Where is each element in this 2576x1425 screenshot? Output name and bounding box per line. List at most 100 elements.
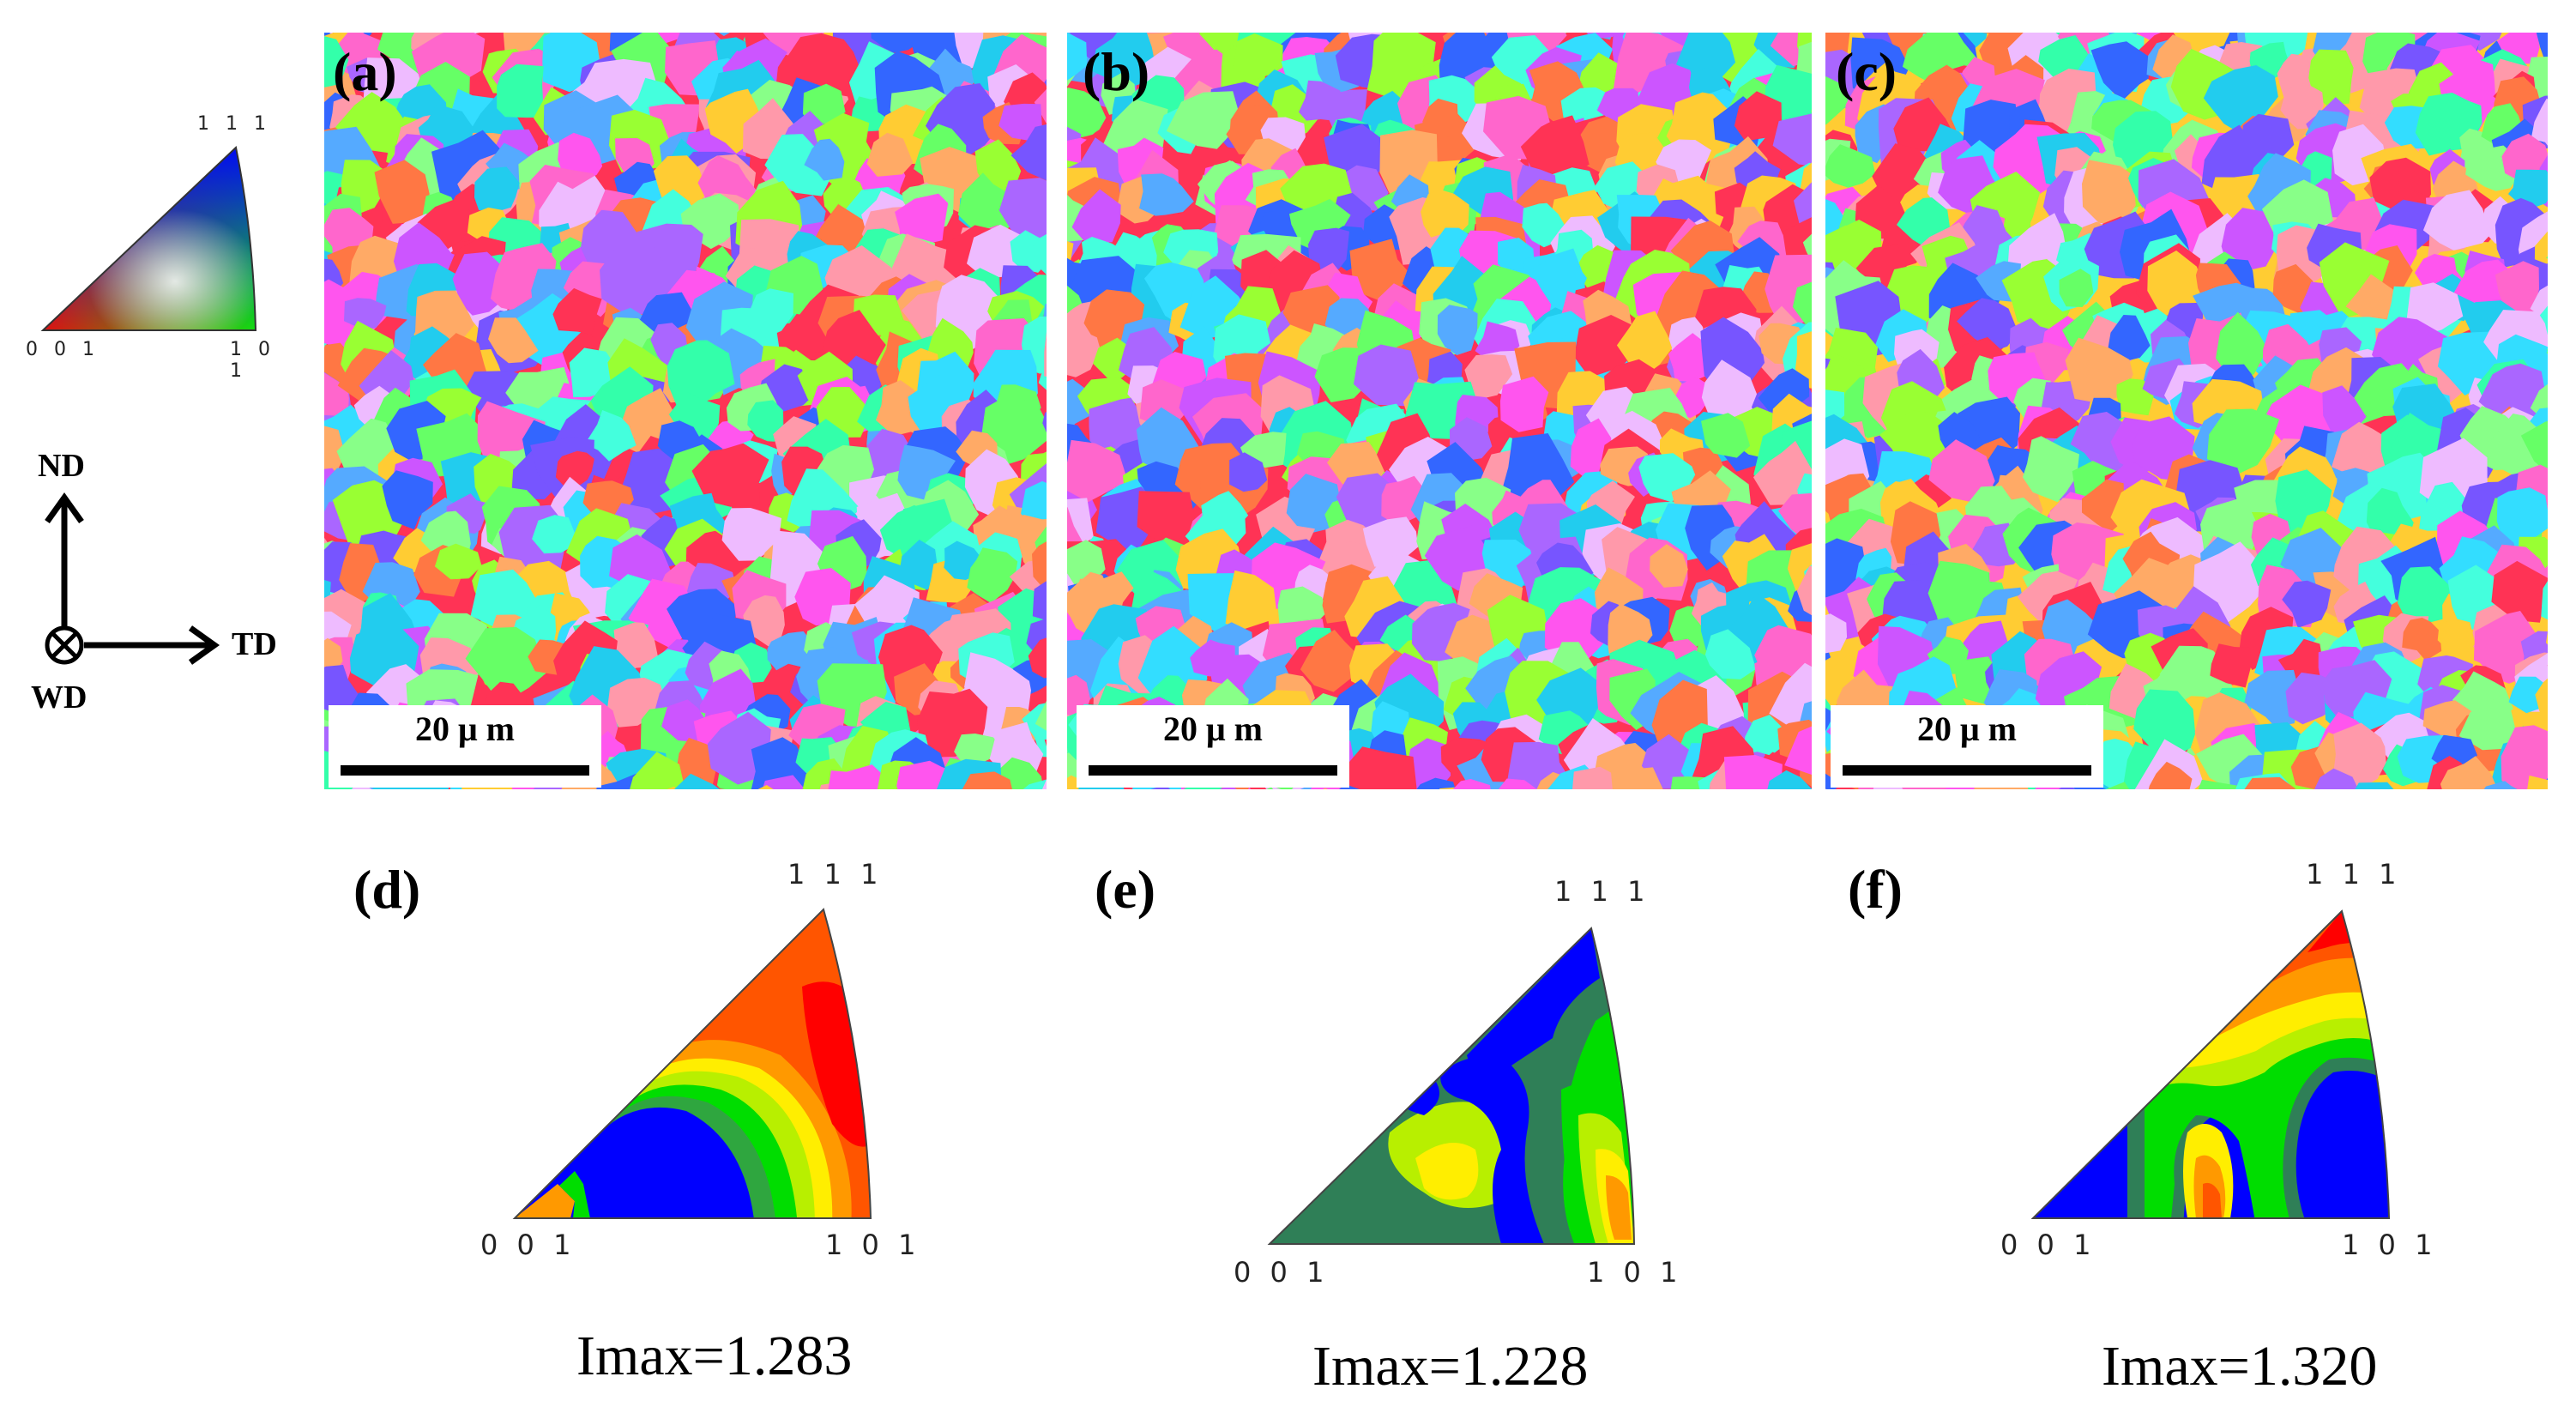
grain (2496, 487, 2548, 550)
scale-bar-b-label: 20 μ m (1163, 709, 1263, 748)
ipf-d-label-111: 1 1 1 (787, 858, 884, 891)
grain (2355, 782, 2394, 789)
ebsd-map-a (324, 33, 1047, 789)
ebsd-grains-0 (324, 33, 1047, 789)
grain (2022, 436, 2079, 503)
grain (1323, 788, 1329, 789)
grain (1499, 376, 1549, 432)
ipf-f-label-001: 0 0 1 (2000, 1229, 2096, 1261)
grain (2531, 98, 2548, 146)
grain (1033, 233, 1047, 275)
ebsd-grains-1 (1067, 33, 1812, 789)
grain (1023, 779, 1047, 789)
grain (1825, 519, 1827, 525)
grain (2478, 363, 2546, 420)
grain (2216, 311, 2268, 379)
grain (2440, 756, 2498, 789)
grain (804, 138, 845, 181)
grain (1067, 323, 1101, 382)
grain (1723, 755, 1783, 789)
panel-label-d: (d) (353, 859, 421, 920)
grain (344, 298, 387, 330)
grain (1422, 98, 1469, 141)
scale-bar-a-line (341, 765, 589, 776)
grain (1067, 33, 1088, 81)
grain (2535, 678, 2548, 724)
grain (1225, 570, 1276, 630)
ipf-f-label-101: 1 0 1 (2342, 1229, 2438, 1261)
grain (1810, 108, 1812, 113)
grain (751, 737, 812, 789)
axis-wd-label: WD (31, 679, 87, 716)
grain (584, 410, 636, 462)
key-label-111: 1 1 1 (197, 113, 271, 135)
grain (2244, 776, 2295, 789)
grain (967, 547, 1018, 603)
grain (1796, 565, 1812, 616)
grain (1139, 379, 1187, 426)
ipf-d-label-101: 1 0 1 (825, 1229, 921, 1261)
grain (1067, 618, 1076, 638)
grain (2534, 231, 2548, 264)
grain (1010, 124, 1047, 181)
scale-bar-c: 20 μ m (1831, 705, 2103, 788)
grain (431, 130, 506, 208)
grain (2501, 725, 2548, 789)
grain (2546, 256, 2548, 259)
grain (1403, 738, 1451, 789)
imax-d: Imax=1.283 (576, 1325, 853, 1387)
panel-label-e: (e) (1095, 859, 1156, 920)
grain (719, 788, 726, 789)
grain (2206, 408, 2280, 476)
grain (2082, 160, 2136, 226)
grain (2491, 560, 2548, 623)
grain (474, 166, 520, 212)
grain (1044, 331, 1047, 377)
grain (1437, 305, 1478, 355)
grain (1825, 144, 1876, 188)
grain (1825, 75, 1849, 125)
grain (1701, 413, 1751, 458)
grain (897, 444, 956, 502)
grain (1610, 767, 1663, 789)
grain (2065, 337, 2133, 404)
scale-bar-a: 20 μ m (329, 705, 601, 788)
grain (677, 737, 718, 789)
grain (434, 543, 482, 580)
grain (1300, 630, 1356, 692)
grain (2210, 643, 2252, 688)
grain (1137, 491, 1197, 542)
grain (998, 103, 1042, 142)
grain (2508, 169, 2548, 209)
ipf-e: 1 1 1 0 0 1 1 0 1 (1218, 875, 1698, 1304)
grain (1825, 613, 1848, 654)
grain (2282, 580, 2332, 628)
grain (2545, 631, 2548, 645)
grain (1035, 700, 1047, 731)
grain (1067, 747, 1068, 753)
grain (2422, 190, 2491, 251)
grain (2105, 782, 2130, 789)
ipf-d: 1 1 1 0 0 1 1 0 1 (463, 858, 926, 1287)
panel-label-f: (f) (1848, 859, 1903, 920)
grain (1308, 227, 1349, 273)
panel-label-a: (a) (333, 41, 397, 102)
grain (532, 515, 579, 554)
imax-f: Imax=1.320 (2102, 1335, 2378, 1398)
grain (1042, 779, 1047, 789)
imax-e: Imax=1.228 (1312, 1335, 1589, 1398)
grain (374, 160, 430, 224)
grain (382, 470, 433, 530)
grain (673, 773, 721, 789)
grain (2059, 269, 2094, 307)
grain (488, 317, 539, 364)
ipf-f-label-111: 1 1 1 (2306, 858, 2402, 891)
grain (2520, 420, 2548, 474)
grain (1028, 637, 1047, 679)
grain (1753, 440, 1812, 505)
ipf-color-key: 1 1 1 0 0 1 1 0 1 (26, 103, 300, 382)
ebsd-grains-2 (1825, 33, 2548, 789)
ebsd-map-b (1067, 33, 1812, 789)
grain (1928, 439, 1995, 504)
grain (871, 33, 926, 53)
